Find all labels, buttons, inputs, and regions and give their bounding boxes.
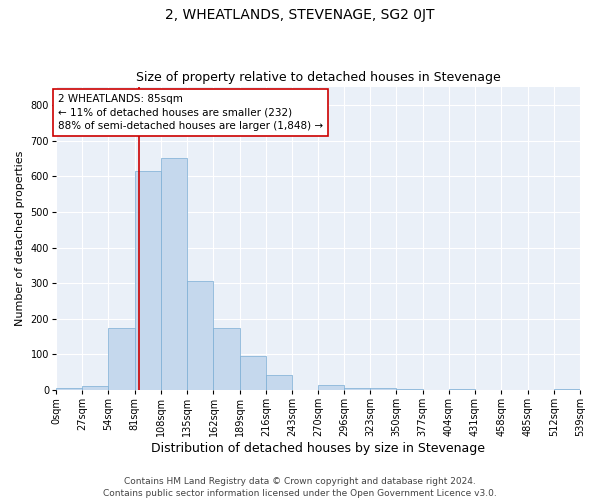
- X-axis label: Distribution of detached houses by size in Stevenage: Distribution of detached houses by size …: [151, 442, 485, 455]
- Bar: [240, 356, 266, 390]
- Bar: [396, 389, 422, 390]
- Title: Size of property relative to detached houses in Stevenage: Size of property relative to detached ho…: [136, 72, 500, 85]
- Bar: [214, 328, 240, 390]
- Bar: [266, 375, 292, 390]
- Bar: [319, 385, 344, 390]
- Bar: [370, 388, 396, 390]
- Bar: [135, 171, 161, 390]
- Bar: [56, 388, 82, 390]
- Text: 2, WHEATLANDS, STEVENAGE, SG2 0JT: 2, WHEATLANDS, STEVENAGE, SG2 0JT: [165, 8, 435, 22]
- Bar: [161, 158, 187, 390]
- Text: Contains HM Land Registry data © Crown copyright and database right 2024.
Contai: Contains HM Land Registry data © Crown c…: [103, 476, 497, 498]
- Text: 2 WHEATLANDS: 85sqm
← 11% of detached houses are smaller (232)
88% of semi-detac: 2 WHEATLANDS: 85sqm ← 11% of detached ho…: [58, 94, 323, 130]
- Bar: [82, 386, 109, 390]
- Bar: [344, 388, 370, 390]
- Bar: [187, 282, 214, 390]
- Y-axis label: Number of detached properties: Number of detached properties: [15, 151, 25, 326]
- Bar: [109, 328, 135, 390]
